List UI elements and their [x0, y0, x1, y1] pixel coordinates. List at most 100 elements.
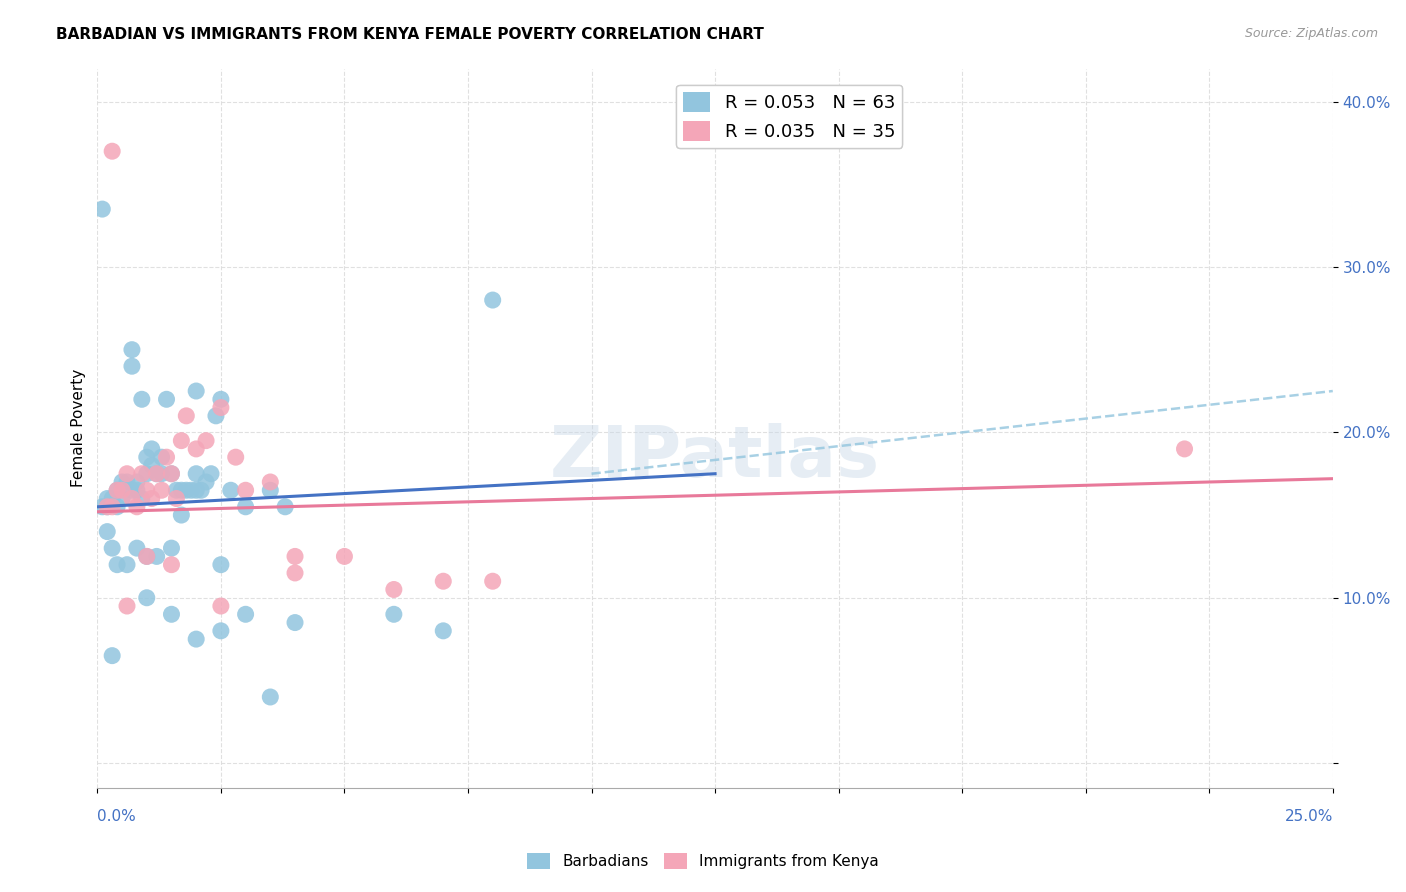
- Point: [170, 483, 193, 498]
- Point: [111, 475, 134, 489]
- Point: [155, 392, 177, 407]
- Point: [121, 343, 143, 357]
- Point: [170, 508, 193, 522]
- Point: [165, 483, 187, 498]
- Point: [121, 491, 143, 506]
- Point: [150, 450, 173, 465]
- Point: [135, 591, 157, 605]
- Point: [135, 467, 157, 481]
- Point: [274, 500, 297, 514]
- Point: [125, 483, 148, 498]
- Point: [96, 491, 118, 506]
- Point: [91, 500, 114, 514]
- Legend: Barbadians, Immigrants from Kenya: Barbadians, Immigrants from Kenya: [522, 847, 884, 875]
- Point: [259, 483, 281, 498]
- Point: [481, 574, 503, 589]
- Point: [195, 434, 218, 448]
- Point: [284, 566, 307, 580]
- Point: [176, 409, 198, 423]
- Point: [225, 450, 247, 465]
- Point: [176, 483, 198, 498]
- Point: [160, 558, 183, 572]
- Point: [105, 500, 128, 514]
- Point: [209, 392, 232, 407]
- Point: [141, 442, 163, 456]
- Point: [131, 392, 153, 407]
- Point: [186, 384, 208, 398]
- Point: [115, 467, 138, 481]
- Point: [186, 467, 208, 481]
- Point: [121, 359, 143, 374]
- Point: [186, 442, 208, 456]
- Point: [125, 475, 148, 489]
- Point: [115, 558, 138, 572]
- Point: [115, 475, 138, 489]
- Point: [235, 483, 257, 498]
- Y-axis label: Female Poverty: Female Poverty: [72, 369, 86, 487]
- Point: [284, 549, 307, 564]
- Point: [432, 624, 454, 638]
- Point: [209, 599, 232, 613]
- Point: [101, 500, 124, 514]
- Point: [101, 541, 124, 556]
- Point: [131, 467, 153, 481]
- Point: [111, 483, 134, 498]
- Text: 0.0%: 0.0%: [97, 809, 136, 824]
- Point: [145, 467, 167, 481]
- Point: [195, 475, 218, 489]
- Legend: R = 0.053   N = 63, R = 0.035   N = 35: R = 0.053 N = 63, R = 0.035 N = 35: [676, 85, 903, 148]
- Point: [160, 467, 183, 481]
- Point: [135, 549, 157, 564]
- Point: [96, 500, 118, 514]
- Point: [150, 483, 173, 498]
- Point: [131, 491, 153, 506]
- Point: [186, 483, 208, 498]
- Point: [209, 558, 232, 572]
- Point: [170, 434, 193, 448]
- Text: ZIPatlas: ZIPatlas: [550, 423, 880, 491]
- Point: [135, 483, 157, 498]
- Point: [155, 450, 177, 465]
- Point: [105, 483, 128, 498]
- Point: [101, 491, 124, 506]
- Point: [96, 500, 118, 514]
- Point: [235, 607, 257, 622]
- Point: [141, 491, 163, 506]
- Point: [209, 624, 232, 638]
- Point: [105, 558, 128, 572]
- Point: [125, 541, 148, 556]
- Point: [235, 500, 257, 514]
- Point: [135, 549, 157, 564]
- Text: 25.0%: 25.0%: [1285, 809, 1333, 824]
- Point: [135, 450, 157, 465]
- Point: [145, 467, 167, 481]
- Point: [1173, 442, 1195, 456]
- Point: [481, 293, 503, 307]
- Point: [333, 549, 356, 564]
- Point: [219, 483, 242, 498]
- Point: [101, 648, 124, 663]
- Point: [150, 467, 173, 481]
- Point: [382, 582, 405, 597]
- Point: [259, 475, 281, 489]
- Point: [115, 599, 138, 613]
- Point: [382, 607, 405, 622]
- Point: [432, 574, 454, 589]
- Point: [190, 483, 212, 498]
- Point: [141, 458, 163, 473]
- Point: [125, 500, 148, 514]
- Point: [160, 541, 183, 556]
- Point: [200, 467, 222, 481]
- Point: [186, 632, 208, 646]
- Point: [101, 145, 124, 159]
- Text: BARBADIAN VS IMMIGRANTS FROM KENYA FEMALE POVERTY CORRELATION CHART: BARBADIAN VS IMMIGRANTS FROM KENYA FEMAL…: [56, 27, 763, 42]
- Point: [284, 615, 307, 630]
- Point: [121, 483, 143, 498]
- Point: [145, 549, 167, 564]
- Point: [209, 401, 232, 415]
- Point: [160, 467, 183, 481]
- Point: [160, 607, 183, 622]
- Text: Source: ZipAtlas.com: Source: ZipAtlas.com: [1244, 27, 1378, 40]
- Point: [259, 690, 281, 704]
- Point: [205, 409, 228, 423]
